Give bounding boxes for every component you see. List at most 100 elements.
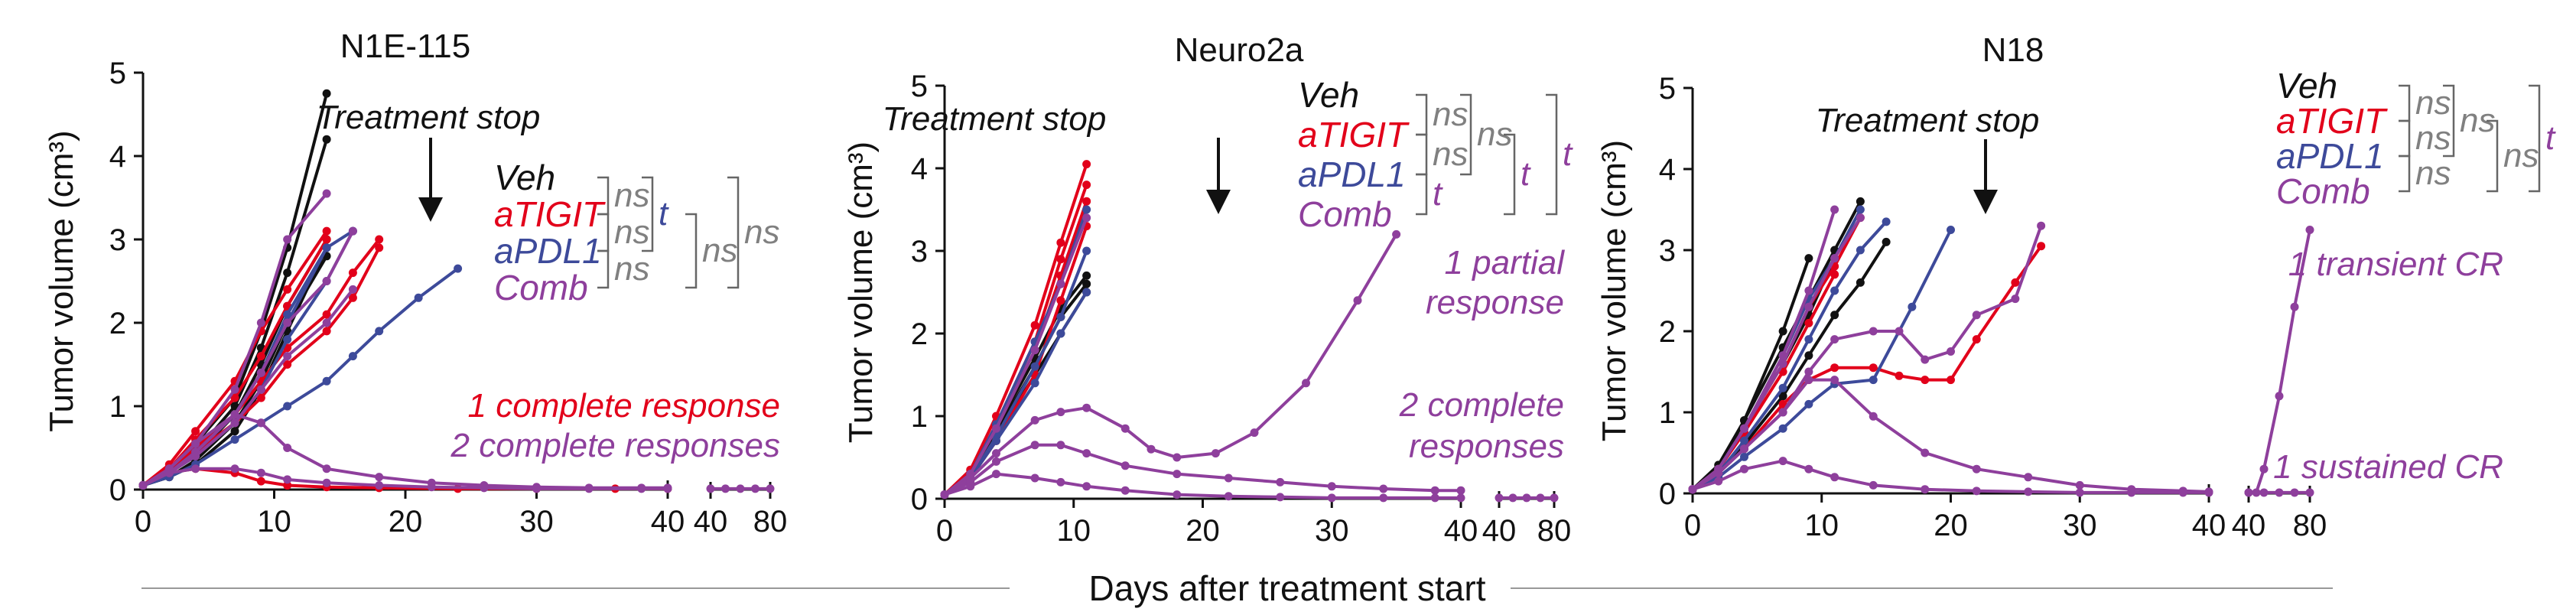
bracket-veh-apdl1 xyxy=(1460,93,1472,176)
series-atigit xyxy=(138,235,331,490)
data-point xyxy=(1804,399,1813,408)
data-point xyxy=(322,135,331,144)
data-point xyxy=(992,470,1000,479)
x-tick-label: 10 xyxy=(1805,509,1839,542)
break-series-comb xyxy=(1495,493,1559,503)
bracket-veh-atigit xyxy=(2399,84,2411,122)
data-point xyxy=(1392,229,1401,239)
data-point xyxy=(1830,254,1839,263)
data-point xyxy=(2275,488,2284,497)
series-line-veh xyxy=(142,255,328,487)
data-point xyxy=(1082,482,1091,491)
series-apdl1 xyxy=(1688,217,1891,494)
data-point xyxy=(348,352,357,361)
x-tick-label: 20 xyxy=(1934,509,1968,542)
data-point xyxy=(256,393,265,402)
series-comb xyxy=(138,464,672,493)
data-point xyxy=(1740,452,1748,461)
data-point xyxy=(1869,480,1878,490)
bracket-apdl1-comb xyxy=(1416,173,1428,216)
data-point xyxy=(256,368,265,377)
data-point xyxy=(584,484,594,493)
y-tick-label: 4 xyxy=(109,140,126,174)
series-line-atigit xyxy=(943,163,1088,496)
series-atigit xyxy=(1688,213,1865,494)
data-point xyxy=(348,293,357,302)
x-break-tick-label: 80 xyxy=(1537,514,1572,548)
data-point xyxy=(322,376,331,386)
series-veh xyxy=(138,235,331,490)
data-point xyxy=(1804,351,1813,360)
data-point xyxy=(283,335,292,344)
data-point xyxy=(256,477,265,486)
data-point xyxy=(1804,464,1813,473)
data-point xyxy=(1082,197,1091,206)
data-point xyxy=(1082,246,1091,255)
series-veh xyxy=(1688,254,1813,494)
data-point xyxy=(1804,254,1813,263)
significance-label: ns xyxy=(744,213,779,251)
data-point xyxy=(1947,226,1955,234)
data-point xyxy=(1856,213,1865,223)
data-point xyxy=(1056,255,1065,264)
data-point xyxy=(230,418,239,428)
data-point xyxy=(256,318,265,327)
data-point xyxy=(637,484,646,493)
legend-entry-veh: Veh xyxy=(1298,75,1359,115)
data-point xyxy=(1972,486,1981,496)
data-point xyxy=(1714,469,1723,477)
data-point xyxy=(992,436,1000,445)
data-point xyxy=(1327,493,1336,503)
data-point xyxy=(1830,311,1839,320)
series-veh xyxy=(1688,237,1891,494)
data-point xyxy=(1740,424,1748,433)
data-point xyxy=(1947,376,1955,385)
data-point xyxy=(992,449,1000,458)
y-tick-label: 0 xyxy=(109,473,126,507)
data-point xyxy=(1082,279,1091,288)
data-point xyxy=(1430,486,1439,495)
data-point xyxy=(1778,351,1787,360)
data-point xyxy=(1082,449,1091,458)
x-tick-label: 30 xyxy=(519,505,554,539)
y-tick-label: 0 xyxy=(1659,477,1676,511)
series-atigit xyxy=(940,181,1091,499)
series-line-comb xyxy=(1691,378,2210,493)
x-tick-label: 40 xyxy=(2192,509,2226,542)
x-tick-label: 40 xyxy=(1444,514,1478,548)
data-point xyxy=(1522,493,1531,503)
data-point xyxy=(164,468,174,477)
data-point xyxy=(2037,242,2046,251)
data-point xyxy=(992,424,1000,433)
data-point xyxy=(1082,288,1091,297)
legend-entry-atigit: aTIGIT xyxy=(1298,115,1410,155)
bracket-atigit-apdl1 xyxy=(2399,119,2411,158)
data-point xyxy=(1082,403,1091,412)
data-point xyxy=(1030,441,1039,450)
data-point xyxy=(1830,473,1839,482)
x-break-tick-label: 40 xyxy=(1482,514,1517,548)
series-line-comb xyxy=(944,472,1461,499)
legend-entry-apdl1: aPDL1 xyxy=(494,231,602,271)
significance-label: t xyxy=(1563,135,1573,173)
y-tick-label: 4 xyxy=(911,152,928,186)
y-axis-label: Tumor volume (cm³) xyxy=(842,142,880,443)
data-point xyxy=(375,481,384,490)
y-tick-label: 3 xyxy=(109,223,126,257)
significance-label: ns xyxy=(702,232,737,269)
data-point xyxy=(1947,347,1955,356)
data-point xyxy=(322,226,331,236)
data-point xyxy=(1830,205,1839,214)
significance-label: ns xyxy=(2415,119,2451,157)
data-point xyxy=(1869,412,1878,421)
data-point xyxy=(375,327,384,336)
legend-entry-atigit: aTIGIT xyxy=(2276,101,2388,141)
data-point xyxy=(1536,493,1545,503)
significance-label: t xyxy=(1433,175,1443,213)
x-tick-label: 40 xyxy=(651,505,685,539)
data-point xyxy=(1173,470,1182,479)
treatment-stop-arrow-head xyxy=(1973,190,1998,214)
series-line-comb xyxy=(142,467,668,490)
data-point xyxy=(1147,444,1156,454)
data-point xyxy=(1056,312,1065,321)
